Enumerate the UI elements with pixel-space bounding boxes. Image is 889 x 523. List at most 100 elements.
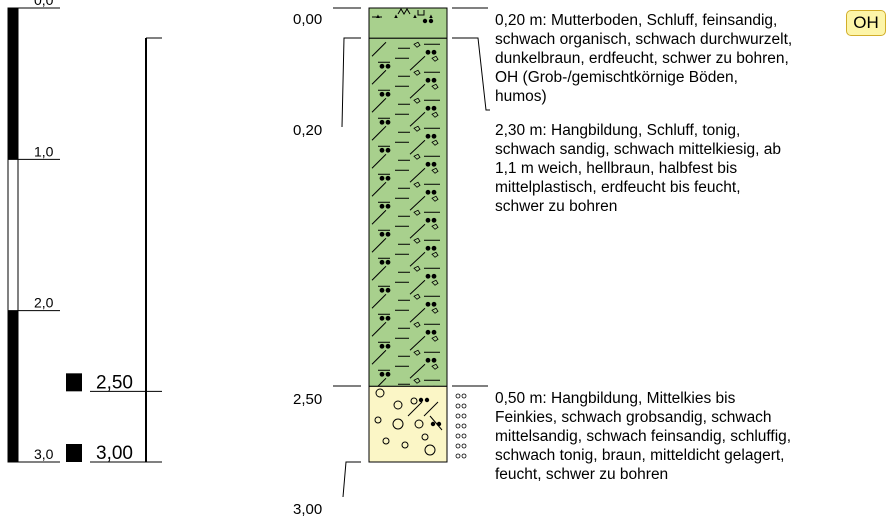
silt-dot [431,329,437,335]
silt-dot [379,259,385,265]
gravel-side-circle [455,423,461,429]
silt-dot [431,49,437,55]
gravel-grain [413,377,421,384]
silt-dot [431,105,437,111]
ruler-black-segment-0 [8,8,18,160]
silt-dot [431,273,437,279]
clay-slash [371,125,387,141]
gravel-side-circle [455,453,461,459]
gravel-side-circle [461,393,467,399]
connector-slope-silt [452,37,490,111]
depth-label-3: 3,00 [293,501,322,518]
silt-dot [379,63,385,69]
root-symbol [397,8,411,15]
gravel-grain [431,83,439,90]
silt-dot [425,105,431,111]
silt-dot [425,273,431,279]
sample-marker-1 [66,444,82,462]
silt-dot [379,343,385,349]
gravel-grain [393,400,403,410]
gravel-grain [375,388,385,398]
silt-dot [425,301,431,307]
silt-dot [425,133,431,139]
gravel-grain [410,397,418,405]
silt-dot [424,397,430,403]
silt-dot [425,77,431,83]
clay-slash [409,363,426,379]
topsoil-symbol: ▲ [393,14,399,20]
gravel-side-circle [461,433,467,439]
gravel-grain [431,195,439,202]
silt-dot [379,231,385,237]
silt-dot [425,357,431,363]
silt-dot [431,357,437,363]
clay-slash [371,349,387,365]
depth-leader-1 [341,37,361,128]
layer-description-slope-silt: 2,30 m: Hangbildung, Schluff, tonig, sch… [495,122,782,215]
clay-slash [409,167,426,183]
clay-slash [409,139,426,155]
gravel-grain [431,279,439,286]
ruler-label-0: 0,0 [34,0,54,8]
depth-label-1: 0,20 [293,122,322,139]
sample-markers: 2,50 3,00 [66,37,162,464]
silt-dot [425,217,431,223]
silt-dot [431,189,437,195]
root-symbol [417,10,425,16]
silt-dot [431,217,437,223]
silt-dot [379,371,385,377]
gravel-side-circle [461,403,467,409]
clay-slash [371,97,387,113]
clay-slash [409,55,426,71]
gravel-side-circle [455,413,461,419]
silt-dot [385,119,391,125]
gravel-grain [431,251,439,258]
clay-slash [371,181,387,197]
gravel-side-circle [455,403,461,409]
gravel-grain [413,153,421,160]
silt-dot [385,147,391,153]
gravel-grain [414,419,424,429]
gravel-side-circle [461,413,467,419]
clay-slash [409,195,426,211]
clay-slash [409,83,426,99]
silt-dot [379,315,385,321]
gravel-grain [431,307,439,314]
layer-description-topsoil: 0,20 m: Mutterboden, Schluff, feinsandig… [495,12,793,105]
soil-class-badge: OH [846,10,886,36]
gravel-grain [413,293,421,300]
gravel-grain [413,125,421,132]
silt-dot [379,203,385,209]
layer-description-slope-gravel: 0,50 m: Hangbildung, Mittelkies bis Fein… [495,390,792,483]
soil-layer-topsoil: ▲ ▲ ▲ ▲ [368,7,448,39]
gravel-grain [413,69,421,76]
silt-dot [379,175,385,181]
sample-label-1: 3,00 [96,443,133,464]
soil-layer-gravel-sand [368,385,448,463]
ruler-label-2: 2,0 [34,295,54,311]
topsoil-symbol [428,18,434,24]
ruler-black-segment-1 [8,310,18,462]
ruler-label-3: 3,0 [34,446,54,462]
clay-slash [409,223,426,239]
depth-label-2: 2,50 [293,391,322,408]
gravel-grain [413,209,421,216]
silt-dot [385,259,391,265]
clay-slash [409,279,426,295]
gravel-grain [382,437,390,445]
gravel-side-circle [461,423,467,429]
gravel-grain [431,139,439,146]
silt-dot [385,315,391,321]
ruler-label-1: 1,0 [34,143,54,159]
column-depth-labels: 0,00 0,20 2,50 3,00 [293,7,361,518]
silt-dot [418,397,424,403]
clay-slash [371,153,387,169]
gravel-side-circle [455,433,461,439]
clay-slash [423,401,439,417]
clay-slash [371,293,387,309]
silt-dot [379,119,385,125]
silt-dot [385,203,391,209]
clay-slash [407,401,423,417]
depth-scale-ruler: 0,0 1,0 2,0 3,0 [7,0,60,463]
